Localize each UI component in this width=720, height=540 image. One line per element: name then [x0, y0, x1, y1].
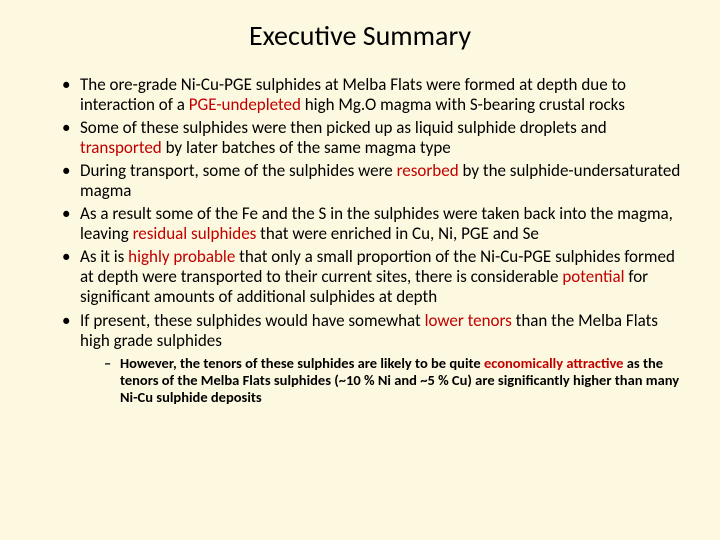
body-text: by later batches of the same magma type: [162, 137, 451, 158]
highlight-text: residual sulphides: [133, 223, 257, 244]
body-text: During transport, some of the sulphides …: [80, 160, 397, 181]
sub-bullet-item: However, the tenors of these sulphides a…: [104, 355, 684, 406]
body-text: that were enriched in Cu, Ni, PGE and Se: [256, 223, 539, 244]
highlight-text: highly probable: [128, 246, 235, 267]
body-text: Some of these sulphides were then picked…: [80, 117, 607, 138]
highlight-text: resorbed: [397, 160, 459, 181]
bullet-item: The ore-grade Ni-Cu-PGE sulphides at Mel…: [62, 75, 684, 115]
bullet-item: Some of these sulphides were then picked…: [62, 118, 684, 158]
bullet-item: If present, these sulphides would have s…: [62, 311, 684, 406]
slide-title: Executive Summary: [36, 18, 684, 53]
bullet-item: As a result some of the Fe and the S in …: [62, 204, 684, 244]
body-text: If present, these sulphides would have s…: [80, 310, 425, 331]
bullet-item: As it is highly probable that only a sma…: [62, 247, 684, 307]
bullet-list: The ore-grade Ni-Cu-PGE sulphides at Mel…: [36, 75, 684, 406]
highlight-text: PGE-undepleted: [189, 94, 301, 115]
bullet-item: During transport, some of the sulphides …: [62, 161, 684, 201]
body-text: As it is: [80, 246, 128, 267]
highlight-text: economically attractive: [484, 354, 624, 372]
highlight-text: lower tenors: [425, 310, 512, 331]
body-text: However, the tenors of these sulphides a…: [120, 354, 484, 372]
highlight-text: transported: [80, 137, 162, 158]
body-text: high Mg.O magma with S-bearing crustal r…: [301, 94, 625, 115]
highlight-text: potential: [562, 266, 624, 287]
sub-bullet-list: However, the tenors of these sulphides a…: [80, 355, 684, 406]
